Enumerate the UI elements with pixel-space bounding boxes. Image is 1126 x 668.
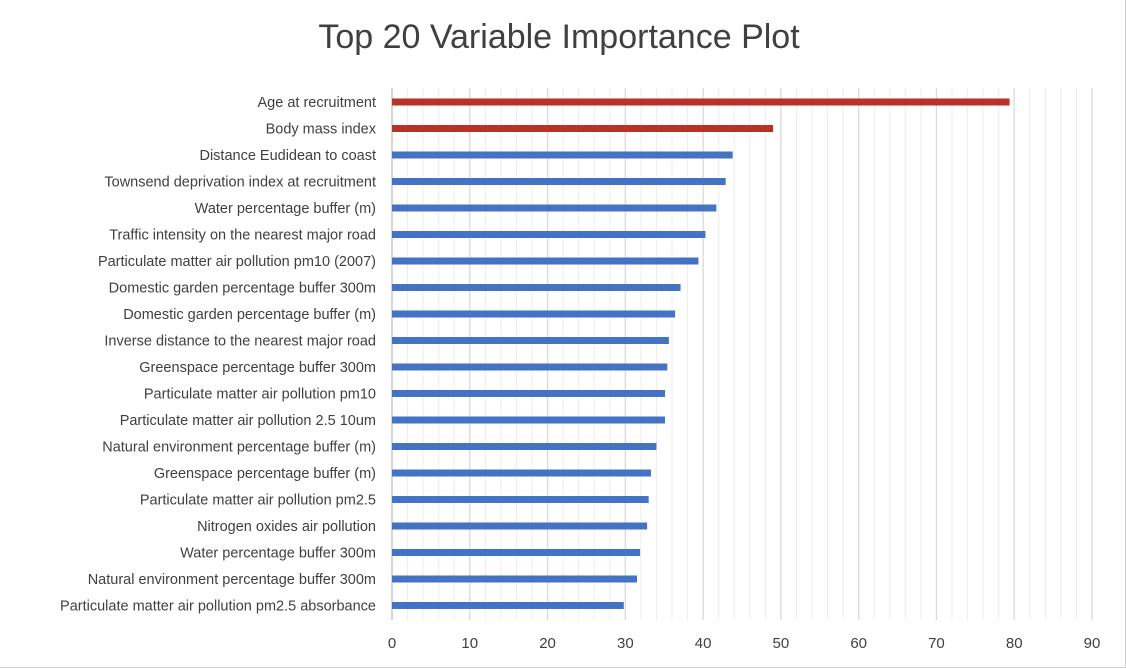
category-label: Distance Eudidean to coast (199, 148, 376, 164)
chart-title: Top 20 Variable Importance Plot (318, 18, 800, 56)
x-tick-label: 80 (1006, 635, 1023, 652)
category-label: Water percentage buffer 300m (180, 546, 376, 562)
bar (392, 469, 651, 477)
category-label: Greenspace percentage buffer 300m (139, 360, 376, 376)
category-labels: Age at recruitment Body mass index Distanc… (60, 95, 377, 615)
bar-series (392, 98, 1010, 609)
bar (392, 284, 681, 291)
category-label: Inverse distance to the nearest major ro… (104, 334, 376, 350)
x-tick-label: 60 (850, 635, 867, 652)
bar (392, 257, 699, 265)
gridlines (391, 88, 1093, 620)
bar (392, 231, 706, 238)
category-label: Domestic garden percentage buffer (m) (123, 307, 376, 323)
category-label: Water percentage buffer (m) (195, 201, 376, 217)
bar (392, 602, 624, 609)
x-tick-label: 10 (461, 635, 478, 652)
x-tick-label: 70 (928, 635, 945, 652)
category-label: Nitrogen oxides air pollution (197, 519, 376, 535)
category-label: Particulate matter air pollution 2.5 10u… (120, 413, 376, 429)
category-label: Body mass index (266, 122, 377, 138)
x-tick-label: 90 (1084, 635, 1101, 652)
category-label: Particulate matter air pollution pm2.5 a… (60, 599, 376, 615)
category-label: Traffic intensity on the nearest major r… (109, 228, 376, 244)
category-label: Particulate matter air pollution pm10 (144, 387, 376, 403)
category-label: Townsend deprivation index at recruitmen… (104, 175, 376, 191)
category-label: Greenspace percentage buffer (m) (154, 466, 376, 482)
bar (392, 363, 668, 371)
bar (392, 151, 733, 159)
bar (392, 522, 648, 530)
x-tick-label: 40 (695, 635, 712, 652)
bar (392, 310, 676, 318)
x-axis-tick-labels: 0 10 20 30 40 50 60 70 80 90 (388, 635, 1101, 652)
bar (392, 496, 649, 503)
category-label: Age at recruitment (258, 95, 376, 111)
bar (392, 549, 641, 556)
bar (392, 125, 774, 132)
bar (392, 443, 657, 450)
bar (392, 337, 669, 344)
x-tick-label: 50 (773, 635, 790, 652)
bar (392, 390, 665, 397)
x-tick-label: 0 (388, 635, 396, 652)
category-label: Natural environment percentage buffer 30… (88, 572, 376, 588)
x-tick-label: 20 (539, 635, 556, 652)
bar (392, 575, 637, 583)
category-label: Domestic garden percentage buffer 300m (109, 281, 376, 297)
category-label: Particulate matter air pollution pm10 (2… (98, 254, 376, 270)
x-tick-label: 30 (617, 635, 634, 652)
bar (392, 178, 726, 185)
bar (392, 98, 1010, 106)
category-label: Particulate matter air pollution pm2.5 (140, 493, 376, 509)
bar (392, 416, 665, 424)
category-label: Natural environment percentage buffer (m… (102, 440, 376, 456)
bar (392, 204, 717, 212)
